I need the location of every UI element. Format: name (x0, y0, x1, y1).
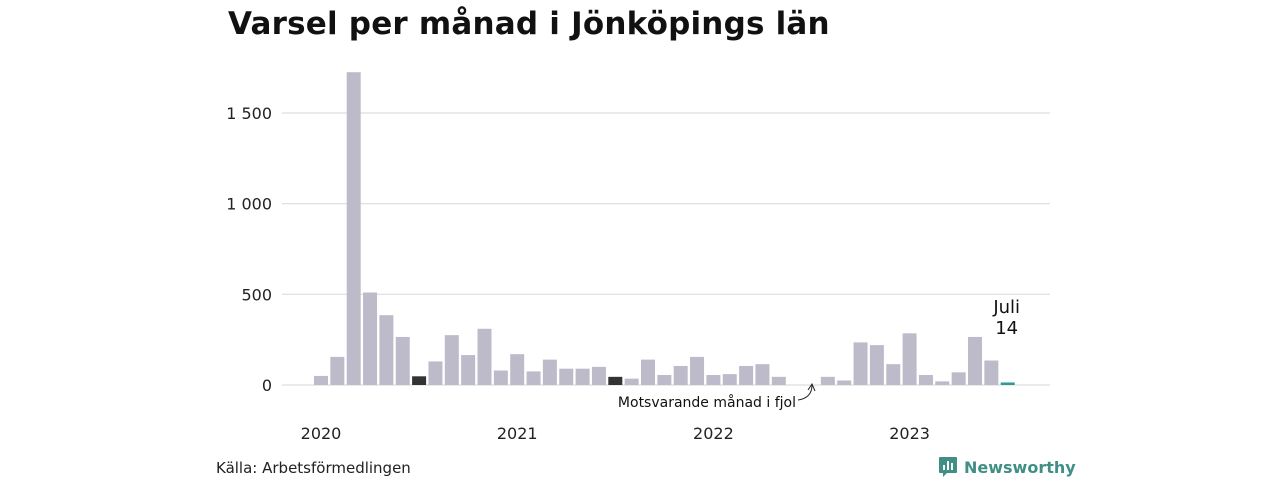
y-tick-label: 0 (262, 376, 272, 395)
brand-name: Newsworthy (964, 457, 1076, 477)
bar (493, 370, 508, 385)
chart-title: Varsel per månad i Jönköpings län (228, 6, 830, 42)
bar (673, 365, 688, 385)
bar (526, 371, 541, 385)
bar (461, 355, 476, 385)
bars (314, 72, 1015, 385)
bar (984, 360, 999, 385)
bar (624, 378, 639, 385)
bar (510, 354, 525, 385)
bar (444, 335, 459, 385)
bar (1000, 382, 1015, 385)
previous-year-annotation: Motsvarande månad i fjol (618, 394, 796, 411)
bar (363, 292, 378, 385)
bar (935, 381, 950, 385)
latest-value-label: 14 (995, 318, 1018, 339)
bar (886, 364, 901, 385)
bar (346, 72, 361, 385)
x-tick-label: 2021 (497, 424, 538, 443)
bar (559, 368, 574, 385)
bar (837, 380, 852, 385)
bar (918, 375, 933, 385)
bar (722, 374, 737, 385)
bar (379, 315, 394, 385)
bar (575, 368, 590, 385)
bar (412, 376, 427, 385)
y-tick-label: 500 (241, 285, 272, 304)
x-tick-label: 2023 (889, 424, 930, 443)
bar (951, 372, 966, 385)
y-axis-labels: 0 500 1 000 1 500 (226, 104, 272, 395)
bar (330, 356, 345, 385)
bar (968, 336, 982, 385)
newsworthy-logo-icon (939, 457, 957, 477)
bar (706, 375, 721, 385)
annotation-arrow (797, 384, 813, 401)
bar (608, 376, 623, 385)
annotation-arrowhead (807, 382, 816, 392)
x-tick-label: 2022 (693, 424, 734, 443)
bar (771, 376, 786, 385)
bar (591, 366, 606, 385)
x-axis-labels: 2020 2021 2022 2023 (301, 424, 930, 443)
bar (690, 356, 705, 385)
x-tick-label: 2020 (301, 424, 342, 443)
bar (853, 342, 868, 385)
source-note: Källa: Arbetsförmedlingen (216, 459, 411, 477)
brand[interactable]: Newsworthy (938, 456, 1076, 478)
bar (542, 359, 557, 385)
latest-month-label: Juli (992, 297, 1020, 318)
bar (428, 361, 443, 385)
y-tick-label: 1 000 (226, 195, 272, 214)
bar (395, 336, 410, 385)
bar (755, 364, 770, 385)
bar (477, 328, 492, 385)
bar (657, 375, 672, 385)
bar (902, 333, 917, 385)
bar (641, 359, 655, 385)
bar (739, 365, 754, 385)
bar (820, 376, 835, 385)
bar (314, 375, 328, 385)
y-tick-label: 1 500 (226, 104, 272, 123)
bar (869, 345, 884, 385)
